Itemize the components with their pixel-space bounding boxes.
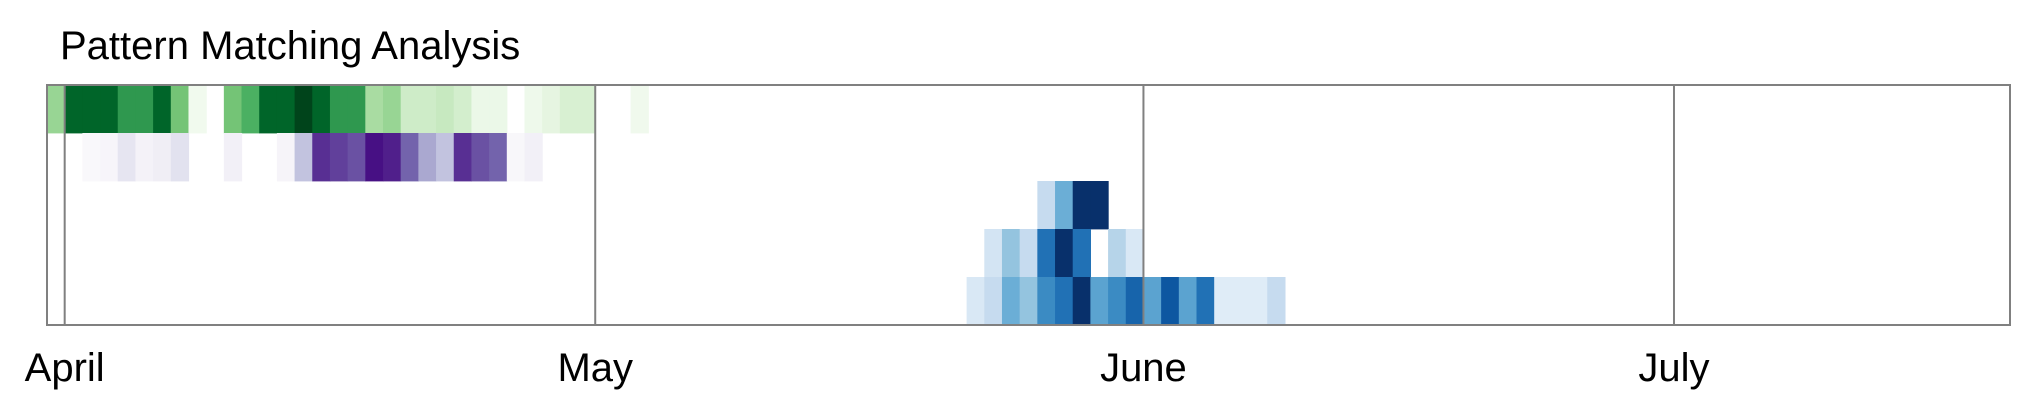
heatmap-cell bbox=[294, 133, 313, 182]
heatmap-cell bbox=[82, 85, 101, 134]
heatmap-cell bbox=[453, 85, 473, 134]
heatmap-cell bbox=[1001, 277, 1021, 326]
heatmap-cell bbox=[630, 85, 649, 134]
heatmap-cell bbox=[471, 85, 490, 134]
heatmap-cell bbox=[1125, 277, 1145, 326]
heatmap-cell bbox=[153, 85, 172, 134]
heatmap-cell bbox=[312, 85, 331, 134]
heatmap-cell bbox=[82, 133, 101, 182]
heatmap-cell bbox=[1090, 277, 1109, 326]
heatmap-cell bbox=[383, 133, 402, 182]
month-tick-labels: April May June July bbox=[25, 346, 1710, 390]
month-tick-label: June bbox=[1100, 346, 1187, 390]
heatmap-cell bbox=[524, 133, 543, 182]
heatmap-cell bbox=[1055, 181, 1074, 230]
heatmap-cell bbox=[135, 133, 154, 182]
heatmap-cell bbox=[100, 133, 119, 182]
heatmap-cell bbox=[241, 85, 260, 134]
heatmap-cell bbox=[117, 85, 137, 134]
month-divider-lines bbox=[63, 85, 1675, 325]
heatmap-cell bbox=[1072, 229, 1091, 278]
heatmap-cell bbox=[524, 85, 543, 134]
heatmap-cell bbox=[365, 133, 384, 182]
heatmap-cell bbox=[1267, 277, 1286, 326]
heatmap-cell bbox=[347, 85, 366, 134]
heatmap-cell bbox=[1019, 277, 1038, 326]
heatmap-cell bbox=[577, 85, 596, 134]
heatmap-cell bbox=[542, 85, 561, 134]
heatmap-cell bbox=[329, 133, 349, 182]
heatmap-cell bbox=[223, 85, 243, 134]
heatmap-cell bbox=[984, 277, 1003, 326]
heatmap-cell bbox=[418, 85, 437, 134]
heatmap-cell bbox=[1108, 277, 1127, 326]
heatmap-cell bbox=[1090, 181, 1109, 230]
heatmap-cell bbox=[453, 133, 473, 182]
heatmap-cell bbox=[1125, 229, 1145, 278]
heatmap-cell bbox=[471, 133, 490, 182]
heatmap-cell bbox=[64, 85, 83, 134]
heatmap-cell bbox=[1196, 277, 1215, 326]
chart-title: Pattern Matching Analysis bbox=[60, 24, 520, 68]
heatmap-cell bbox=[984, 229, 1003, 278]
heatmap-cell bbox=[1231, 277, 1251, 326]
heatmap-cell bbox=[117, 133, 137, 182]
heatmap-cells bbox=[47, 85, 1286, 326]
heatmap-cell bbox=[347, 133, 366, 182]
heatmap-cell bbox=[1249, 277, 1268, 326]
heatmap-cell bbox=[1037, 181, 1056, 230]
heatmap-cell bbox=[1143, 277, 1162, 326]
heatmap-cell bbox=[1178, 277, 1198, 326]
heatmap-cell bbox=[1037, 229, 1056, 278]
heatmap-cell bbox=[47, 85, 66, 134]
heatmap-cell bbox=[506, 133, 526, 182]
heatmap-cell bbox=[188, 85, 207, 134]
heatmap-cell bbox=[1037, 277, 1056, 326]
month-tick-label: May bbox=[557, 346, 633, 390]
heatmap-cell bbox=[1214, 277, 1233, 326]
heatmap-cell bbox=[329, 85, 349, 134]
heatmap-cell bbox=[1161, 277, 1180, 326]
heatmap-cell bbox=[170, 85, 190, 134]
heatmap-cell bbox=[400, 133, 419, 182]
heatmap-cell bbox=[436, 85, 455, 134]
heatmap-cell bbox=[1072, 277, 1091, 326]
heatmap-cell bbox=[365, 85, 384, 134]
heatmap-cell bbox=[100, 85, 119, 134]
heatmap-cell bbox=[966, 277, 985, 326]
heatmap-cell bbox=[1108, 229, 1127, 278]
heatmap-cell bbox=[135, 85, 154, 134]
heatmap-cell bbox=[170, 133, 190, 182]
month-tick-label: April bbox=[25, 346, 105, 390]
heatmap-cell bbox=[1055, 229, 1074, 278]
heatmap-cell bbox=[559, 85, 579, 134]
heatmap-cell bbox=[223, 133, 243, 182]
heatmap-cell bbox=[1001, 229, 1021, 278]
heatmap-cell bbox=[489, 85, 508, 134]
heatmap-cell bbox=[276, 85, 296, 134]
heatmap-cell bbox=[153, 133, 172, 182]
heatmap-cell bbox=[436, 133, 455, 182]
heatmap-cell bbox=[294, 85, 313, 134]
heatmap-cell bbox=[312, 133, 331, 182]
heatmap-cell bbox=[1055, 277, 1074, 326]
heatmap-cell bbox=[276, 133, 296, 182]
heatmap-cell bbox=[259, 85, 278, 134]
plot-frame bbox=[46, 84, 2011, 326]
heatmap-cell bbox=[383, 85, 402, 134]
heatmap-cell bbox=[400, 85, 419, 134]
heatmap-cell bbox=[1019, 229, 1038, 278]
heatmap-cell bbox=[489, 133, 508, 182]
heatmap-cell bbox=[1072, 181, 1091, 230]
month-tick-label: July bbox=[1638, 346, 1709, 390]
heatmap-cell bbox=[418, 133, 437, 182]
